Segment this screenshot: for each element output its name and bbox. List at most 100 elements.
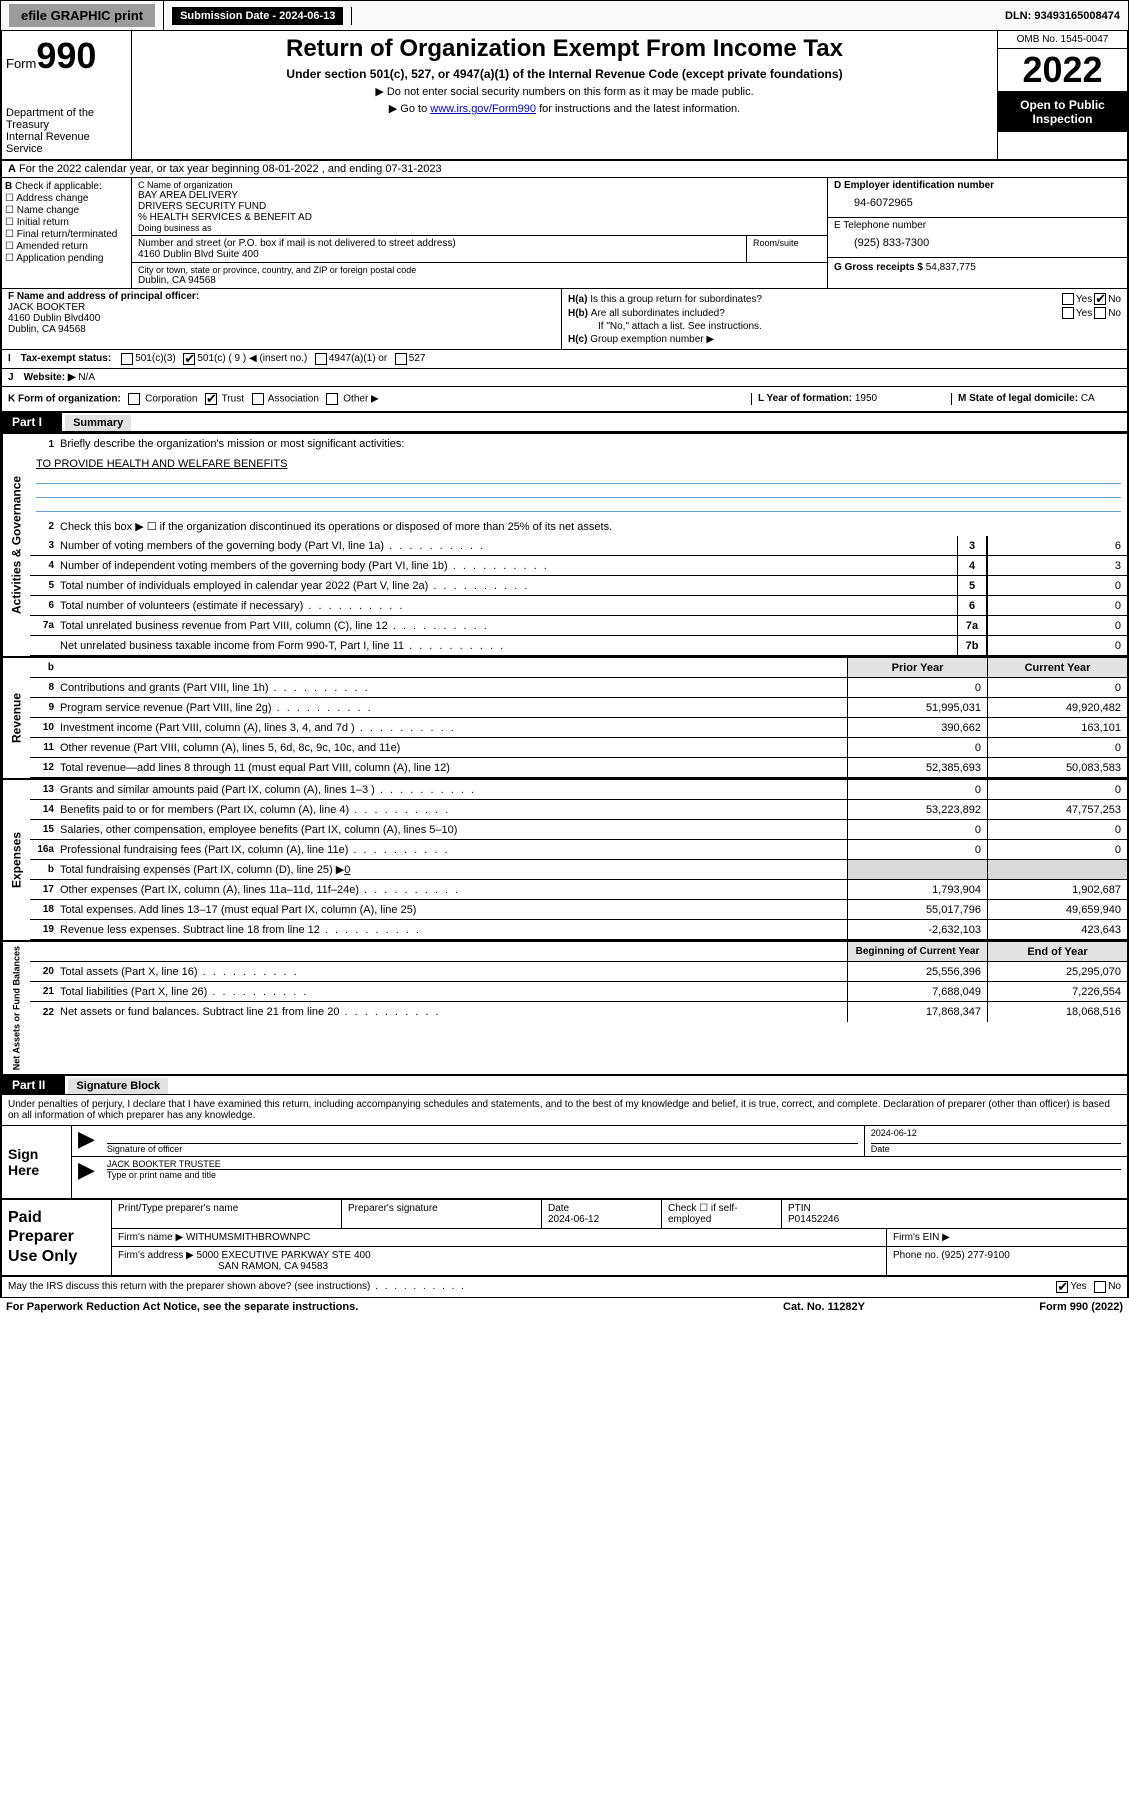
c10: 163,101 xyxy=(987,718,1127,737)
submission-date-label: Submission Date - 2024-06-13 xyxy=(172,7,343,25)
c18: 49,659,940 xyxy=(987,900,1127,919)
part-2-label: Part II xyxy=(2,1076,65,1094)
chk-527[interactable] xyxy=(395,353,407,365)
cat-number: Cat. No. 11282Y xyxy=(783,1301,983,1313)
chk-4947[interactable] xyxy=(315,353,327,365)
chk-501c[interactable] xyxy=(183,353,195,365)
sign-here-label: Sign Here xyxy=(2,1126,72,1198)
street-cell: Number and street (or P.O. box if mail i… xyxy=(132,236,747,262)
irs-link[interactable]: www.irs.gov/Form990 xyxy=(430,103,536,115)
c16b xyxy=(987,860,1127,879)
vlabel-netassets: Net Assets or Fund Balances xyxy=(2,942,30,1074)
line-20: Total assets (Part X, line 16) xyxy=(60,964,847,980)
p8: 0 xyxy=(847,678,987,697)
tax-year: 2022 xyxy=(998,49,1127,92)
open-inspection-label: Open to Public Inspection xyxy=(998,92,1127,132)
c15: 0 xyxy=(987,820,1127,839)
line-5-text: Total number of individuals employed in … xyxy=(60,578,957,594)
box-d: D Employer identification number 94-6072… xyxy=(828,178,1127,218)
line-1-text: Briefly describe the organization's miss… xyxy=(60,436,1127,452)
ein-value: 94-6072965 xyxy=(834,191,1121,215)
l-501c3: 501(c)(3) xyxy=(135,353,176,365)
line-22: Net assets or fund balances. Subtract li… xyxy=(60,1004,847,1020)
firm-ein-label: Firm's EIN ▶ xyxy=(887,1229,1127,1246)
line-8: Contributions and grants (Part VIII, lin… xyxy=(60,680,847,696)
l-value: 1950 xyxy=(855,393,877,404)
efile-print-button[interactable]: efile GRAPHIC print xyxy=(9,4,155,27)
header-left: Form990 Department of the Treasury Inter… xyxy=(2,31,132,159)
p12: 52,385,693 xyxy=(847,758,987,777)
chk-assoc[interactable] xyxy=(252,393,264,405)
c9: 49,920,482 xyxy=(987,698,1127,717)
gross-label: G Gross receipts $ xyxy=(834,262,923,273)
opt3: Final return/terminated xyxy=(17,229,118,240)
chk-address-change[interactable]: ☐ Address change xyxy=(5,193,128,204)
may-no[interactable] xyxy=(1094,1281,1106,1293)
sig-name-value: JACK BOOKTER TRUSTEE xyxy=(107,1159,1121,1170)
h-note: If "No," attach a list. See instructions… xyxy=(568,321,1121,332)
hb-yes[interactable] xyxy=(1062,307,1074,319)
chk-name-change[interactable]: ☐ Name change xyxy=(5,205,128,216)
ha-yes[interactable] xyxy=(1062,293,1074,305)
chk-corp[interactable] xyxy=(128,393,140,405)
p18: 55,017,796 xyxy=(847,900,987,919)
line-6-text: Total number of volunteers (estimate if … xyxy=(60,598,957,614)
net-assets-section: Net Assets or Fund Balances Beginning of… xyxy=(0,940,1129,1076)
row-j: JWebsite: ▶ N/A xyxy=(0,369,1129,387)
chk-application-pending[interactable]: ☐ Application pending xyxy=(5,253,128,264)
p17: 1,793,904 xyxy=(847,880,987,899)
k-corp: Corporation xyxy=(145,394,197,405)
officer-addr1: 4160 Dublin Blvd400 xyxy=(8,313,555,324)
tel-label: E Telephone number xyxy=(834,220,1121,231)
p13: 0 xyxy=(847,780,987,799)
hb-no[interactable] xyxy=(1094,307,1106,319)
dept-label: Department of the Treasury xyxy=(6,107,127,131)
chk-501c3[interactable] xyxy=(121,353,133,365)
val-6: 0 xyxy=(987,596,1127,615)
street-row: Number and street (or P.O. box if mail i… xyxy=(132,236,827,263)
chk-trust[interactable] xyxy=(205,393,217,405)
box-e: E Telephone number (925) 833-7300 xyxy=(828,218,1127,258)
chk-final-return[interactable]: ☐ Final return/terminated xyxy=(5,229,128,240)
sub3-pre: Go to xyxy=(400,103,430,115)
box-f: F Name and address of principal officer:… xyxy=(2,289,562,349)
line-11: Other revenue (Part VIII, column (A), li… xyxy=(60,740,847,756)
top-bar: efile GRAPHIC print Submission Date - 20… xyxy=(0,0,1129,31)
vlabel-activities: Activities & Governance xyxy=(2,434,30,656)
line-19: Revenue less expenses. Subtract line 18 … xyxy=(60,922,847,938)
row-a-tax-year: A For the 2022 calendar year, or tax yea… xyxy=(0,161,1129,178)
line-16b: Total fundraising expenses (Part IX, col… xyxy=(60,864,344,876)
line-7a-text: Total unrelated business revenue from Pa… xyxy=(60,618,957,634)
ha-no[interactable] xyxy=(1094,293,1106,305)
sig-name-label: Type or print name and title xyxy=(107,1170,1121,1180)
box-6: 6 xyxy=(957,596,987,615)
hdr-prior: Prior Year xyxy=(847,658,987,677)
omb-number: OMB No. 1545-0047 xyxy=(998,31,1127,49)
p15: 0 xyxy=(847,820,987,839)
part-2-header: Part II Signature Block xyxy=(0,1076,1129,1095)
opt2: Initial return xyxy=(17,217,69,228)
firm-addr2: SAN RAMON, CA 94583 xyxy=(118,1261,328,1272)
chk-amended-return[interactable]: ☐ Amended return xyxy=(5,241,128,252)
prep-date-value: 2024-06-12 xyxy=(548,1214,599,1225)
p21: 7,688,049 xyxy=(847,982,987,1001)
p20: 25,556,396 xyxy=(847,962,987,981)
p16b xyxy=(847,860,987,879)
hdr-eoy: End of Year xyxy=(987,942,1127,961)
part-2-title: Signature Block xyxy=(68,1078,168,1094)
officer-label: F Name and address of principal officer: xyxy=(8,291,199,302)
ptin-value: P01452246 xyxy=(788,1214,839,1225)
row-i: ITax-exempt status: 501(c)(3) 501(c) ( 9… xyxy=(0,350,1129,369)
k-other: Other ▶ xyxy=(343,394,378,405)
city-label: City or town, state or province, country… xyxy=(138,265,821,275)
prep-name-label: Print/Type preparer's name xyxy=(112,1200,342,1228)
chk-initial-return[interactable]: ☐ Initial return xyxy=(5,217,128,228)
chk-other[interactable] xyxy=(326,393,338,405)
firm-phone-label: Phone no. xyxy=(893,1250,939,1261)
c19: 423,643 xyxy=(987,920,1127,939)
form-subtitle-1: Under section 501(c), 527, or 4947(a)(1)… xyxy=(136,67,993,81)
ein-label: D Employer identification number xyxy=(834,180,1121,191)
val-7a: 0 xyxy=(987,616,1127,635)
may-yes[interactable] xyxy=(1056,1281,1068,1293)
paid-preparer-block: Paid Preparer Use Only Print/Type prepar… xyxy=(0,1198,1129,1277)
